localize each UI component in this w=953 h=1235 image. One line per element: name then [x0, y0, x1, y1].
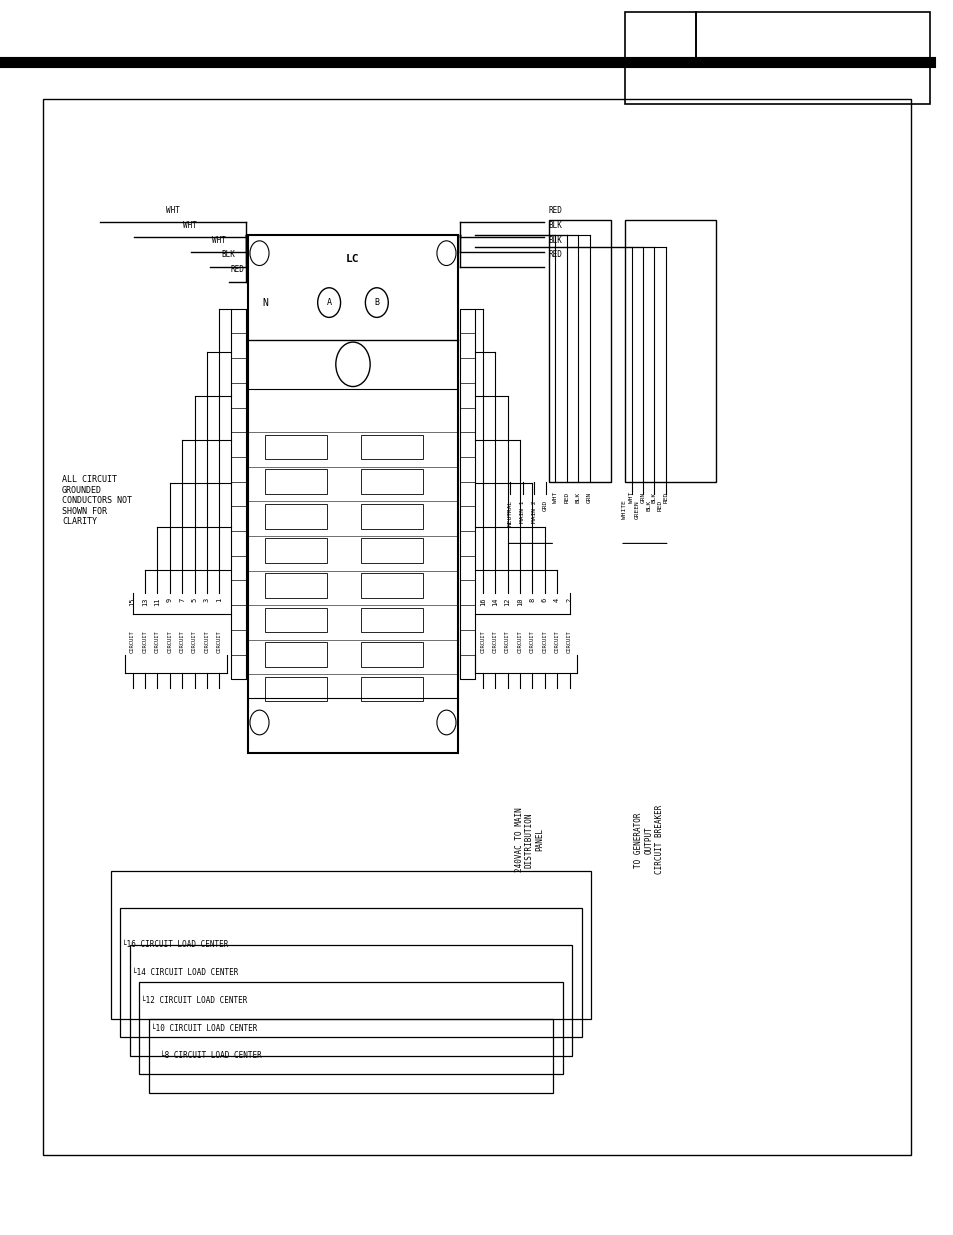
Bar	[360, 435, 422, 459]
Bar	[265, 608, 327, 632]
Text: 6: 6	[541, 598, 547, 601]
Text: 240VAC TO MAIN
DISTRIBUTION
PANEL: 240VAC TO MAIN DISTRIBUTION PANEL	[514, 808, 544, 872]
Bar	[459, 309, 475, 679]
Text: CIRCUIT: CIRCUIT	[492, 630, 497, 652]
Text: 11: 11	[154, 598, 160, 606]
Bar	[360, 538, 422, 563]
Text: 10: 10	[517, 598, 522, 606]
Bar	[548, 220, 610, 482]
Text: 15: 15	[130, 598, 135, 606]
Text: GRN: GRN	[639, 492, 645, 503]
Bar	[130, 945, 572, 1056]
Text: └8 CIRCUIT LOAD CENTER: └8 CIRCUIT LOAD CENTER	[160, 1051, 262, 1061]
Text: CIRCUIT: CIRCUIT	[566, 630, 572, 652]
Text: CIRCUIT: CIRCUIT	[216, 630, 222, 652]
Bar	[360, 677, 422, 701]
Text: BLK: BLK	[221, 251, 234, 259]
Bar	[149, 1019, 553, 1093]
Bar	[624, 220, 715, 482]
Bar	[120, 908, 581, 1037]
Text: TO GENERATOR
OUTPUT
CIRCUIT BREAKER: TO GENERATOR OUTPUT CIRCUIT BREAKER	[633, 805, 663, 874]
Text: RED: RED	[231, 266, 244, 274]
Text: RED: RED	[563, 492, 569, 503]
Text: BLK: BLK	[575, 492, 580, 503]
Bar	[248, 235, 457, 753]
Bar	[265, 573, 327, 598]
Text: GRN: GRN	[586, 492, 592, 503]
Text: RED: RED	[548, 206, 562, 215]
Text: 2: 2	[566, 598, 572, 601]
Text: 8: 8	[529, 598, 535, 601]
Text: A: A	[326, 298, 332, 308]
Bar	[624, 59, 929, 104]
Text: WHT: WHT	[552, 492, 558, 503]
Text: N: N	[262, 298, 268, 308]
Text: 5: 5	[192, 598, 197, 601]
Text: 7: 7	[179, 598, 185, 601]
Text: CIRCUIT: CIRCUIT	[192, 630, 197, 652]
Bar	[360, 573, 422, 598]
Bar	[360, 608, 422, 632]
Bar	[696, 12, 929, 59]
Text: └12 CIRCUIT LOAD CENTER: └12 CIRCUIT LOAD CENTER	[141, 995, 248, 1005]
Text: RED: RED	[657, 500, 662, 511]
Text: 4: 4	[554, 598, 559, 601]
Text: BLK: BLK	[548, 221, 562, 230]
Text: CIRCUIT: CIRCUIT	[504, 630, 510, 652]
Text: BLK: BLK	[651, 492, 657, 503]
Text: 9: 9	[167, 598, 172, 601]
Text: 1: 1	[216, 598, 222, 601]
Text: └14 CIRCUIT LOAD CENTER: └14 CIRCUIT LOAD CENTER	[132, 968, 238, 977]
Text: CIRCUIT: CIRCUIT	[130, 630, 135, 652]
Bar	[624, 12, 696, 59]
Bar	[231, 309, 246, 679]
Bar	[139, 982, 562, 1074]
Text: 13: 13	[142, 598, 148, 606]
Text: MAIN 2: MAIN 2	[531, 500, 537, 522]
Text: GREEN: GREEN	[634, 500, 639, 519]
Text: CIRCUIT: CIRCUIT	[517, 630, 522, 652]
Text: WHT: WHT	[628, 492, 634, 503]
Text: 3: 3	[204, 598, 210, 601]
Bar	[265, 504, 327, 529]
Text: B: B	[374, 298, 379, 308]
Bar	[360, 469, 422, 494]
Text: CIRCUIT: CIRCUIT	[529, 630, 535, 652]
Text: 14: 14	[492, 598, 497, 606]
Text: CIRCUIT: CIRCUIT	[479, 630, 485, 652]
Text: CIRCUIT: CIRCUIT	[541, 630, 547, 652]
Text: CIRCUIT: CIRCUIT	[204, 630, 210, 652]
Text: 16: 16	[479, 598, 485, 606]
Text: └10 CIRCUIT LOAD CENTER: └10 CIRCUIT LOAD CENTER	[151, 1024, 257, 1032]
Bar	[265, 538, 327, 563]
Text: WHITE: WHITE	[621, 500, 627, 519]
Bar	[265, 435, 327, 459]
Text: └16 CIRCUIT LOAD CENTER: └16 CIRCUIT LOAD CENTER	[122, 940, 229, 950]
Text: MAIN 1: MAIN 1	[519, 500, 525, 522]
Bar	[43, 99, 910, 1155]
Text: WHT: WHT	[183, 221, 196, 230]
Text: CIRCUIT: CIRCUIT	[167, 630, 172, 652]
Text: WHT: WHT	[212, 236, 225, 245]
Text: CIRCUIT: CIRCUIT	[554, 630, 559, 652]
Text: RED: RED	[548, 251, 562, 259]
Text: BLK: BLK	[548, 236, 562, 245]
Bar	[265, 642, 327, 667]
Text: NEUTRAL: NEUTRAL	[507, 500, 513, 526]
Text: CIRCUIT: CIRCUIT	[142, 630, 148, 652]
Text: LC: LC	[346, 254, 359, 264]
Text: RED: RED	[662, 492, 668, 503]
Bar	[360, 642, 422, 667]
Text: CIRCUIT: CIRCUIT	[179, 630, 185, 652]
Text: CIRCUIT: CIRCUIT	[154, 630, 160, 652]
Text: ALL CIRCUIT
GROUNDED
CONDUCTORS NOT
SHOWN FOR
CLARITY: ALL CIRCUIT GROUNDED CONDUCTORS NOT SHOW…	[62, 475, 132, 526]
Bar	[111, 871, 591, 1019]
Text: WHT: WHT	[166, 206, 180, 215]
Text: BLK: BLK	[645, 500, 651, 511]
Text: GRD: GRD	[542, 500, 548, 511]
Bar	[265, 677, 327, 701]
Bar	[265, 469, 327, 494]
Bar	[360, 504, 422, 529]
Text: 12: 12	[504, 598, 510, 606]
